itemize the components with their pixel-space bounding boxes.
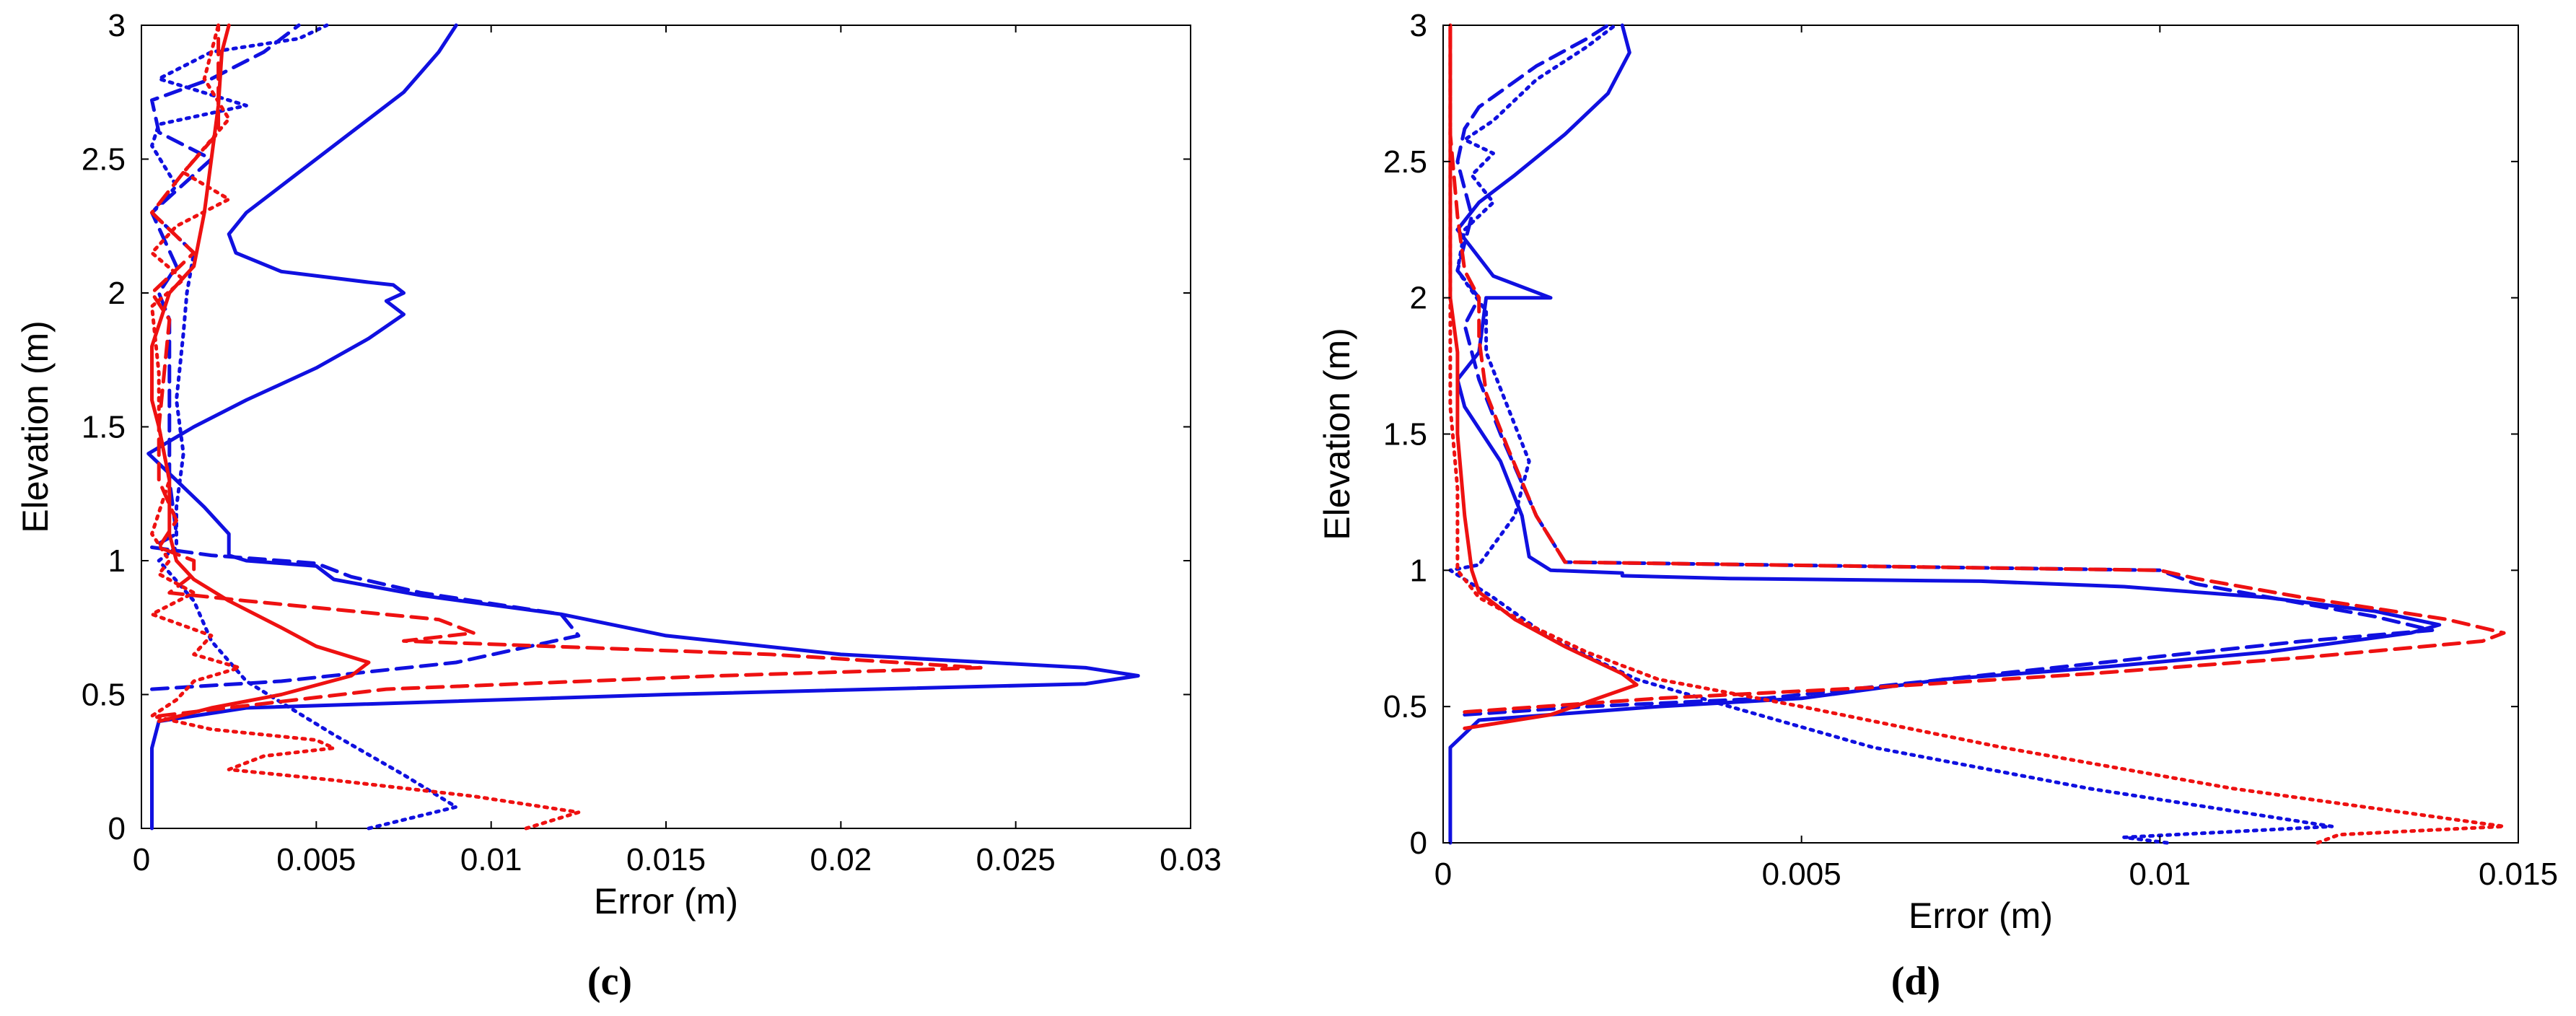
x-tick-label: 0.015 [626,842,706,877]
y-tick-label: 2 [108,276,126,311]
x-tick-label: 0.02 [810,842,872,877]
x-tick-label: 0 [133,842,150,877]
y-tick-label: 3 [108,8,126,43]
series-line-blue-dotted [150,23,458,831]
panel-label: (d) [1891,959,1940,1004]
chart-panel-d: 0 0.005 0.01 0.015 0 0.5 1 1.5 2 2.5 3 Error (m) Ele… [1317,8,2558,1004]
x-tick-label: 0.01 [460,842,522,877]
plot-area-frame [1442,25,2519,844]
series-line-red-dashed [1448,23,2506,714]
series-line-red-dotted [1448,23,2506,845]
panel-label: (c) [587,959,632,1004]
x-axis-label: Error (m) [594,881,738,921]
y-tick-label: 2 [1410,281,1427,316]
y-tick-label: 1.5 [1383,417,1427,452]
x-tick-label: 0.01 [2129,857,2191,892]
x-tick-label: 0.005 [1762,857,1841,892]
x-tick-label: 0.005 [276,842,356,877]
series-line-blue-dotted [1448,23,2334,845]
y-tick-label: 0 [1410,826,1427,861]
series-line-blue-solid [1448,23,2442,845]
y-tick-label: 1.5 [82,410,126,445]
y-tick-label: 0.5 [1383,689,1427,724]
y-tick-label: 3 [1410,8,1427,43]
y-tick-label: 0 [108,811,126,846]
x-tick-label: 0.025 [976,842,1056,877]
x-axis-label: Error (m) [1909,895,2053,936]
y-axis-label: Elevation (m) [15,320,56,533]
x-tick-label: 0.03 [1160,842,1222,877]
y-tick-label: 1 [108,543,126,579]
series-line-red-dotted [150,23,581,831]
x-tick-label: 0 [1434,857,1452,892]
y-tick-label: 0.5 [82,678,126,713]
x-tick-label: 0.015 [2479,857,2558,892]
series-line-red-dashed [150,23,983,718]
y-axis-label: Elevation (m) [1317,328,1357,540]
y-tick-label: 1 [1410,553,1427,588]
series-line-blue-solid [146,23,1140,831]
y-tick-label: 2.5 [82,142,126,178]
chart-panel-c: 0 0.005 0.01 0.015 0.02 0.025 0.03 0 0.5 1 1.5 2 2.5… [15,8,1222,1004]
y-tick-label: 2.5 [1383,144,1427,180]
